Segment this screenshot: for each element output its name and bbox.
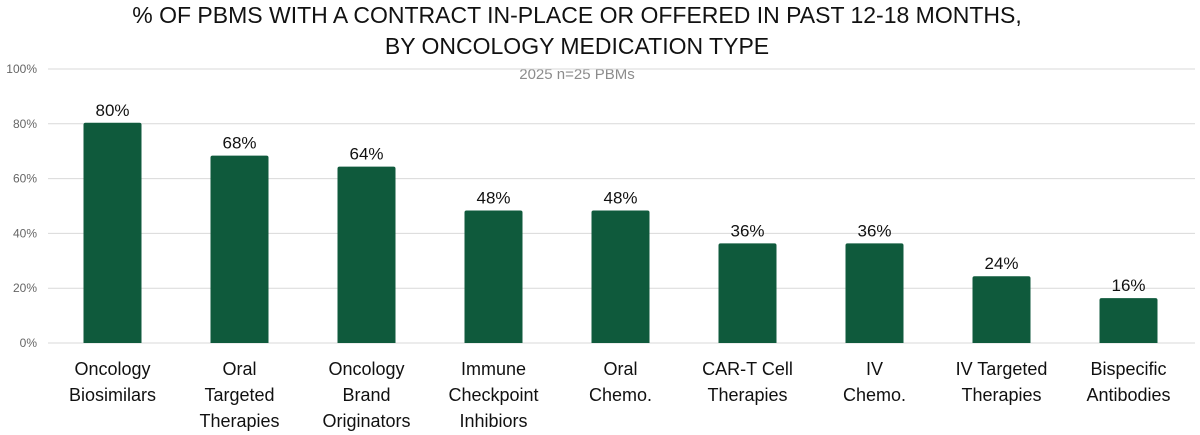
bar	[591, 210, 650, 343]
category-label: Targeted	[204, 385, 274, 405]
category-label: Chemo.	[589, 385, 652, 405]
category-label: Checkpoint	[448, 385, 538, 405]
bar-value-label: 36%	[730, 221, 764, 240]
bar	[83, 122, 142, 343]
category-label: Antibodies	[1086, 385, 1170, 405]
category-label: Therapies	[199, 411, 279, 431]
bar	[718, 243, 777, 343]
bar	[464, 210, 523, 343]
chart-title-line-1: % OF PBMS WITH A CONTRACT IN-PLACE OR OF…	[132, 2, 1021, 28]
y-tick-label: 80%	[13, 117, 37, 131]
bar-value-label: 36%	[857, 221, 891, 240]
bars	[83, 122, 1158, 343]
bar	[1099, 298, 1158, 343]
chart-title: % OF PBMS WITH A CONTRACT IN-PLACE OR OF…	[132, 2, 1021, 59]
y-tick-label: 20%	[13, 281, 37, 295]
bar-value-label: 24%	[984, 254, 1018, 273]
category-label: Oral	[603, 359, 637, 379]
category-label: Inhibiors	[459, 411, 527, 431]
category-label: Therapies	[707, 385, 787, 405]
chart-subtitle: 2025 n=25 PBMs	[519, 66, 635, 83]
bar-value-label: 48%	[603, 188, 637, 207]
y-axis-ticks: 0% 20% 40% 60% 80% 100%	[6, 62, 37, 350]
category-label: CAR-T Cell	[702, 359, 793, 379]
category-label: IV	[866, 359, 883, 379]
y-tick-label: 0%	[20, 336, 38, 350]
bar-value-label: 64%	[349, 145, 383, 164]
category-label: Oncology	[328, 359, 404, 379]
category-label: Originators	[322, 411, 410, 431]
y-tick-label: 100%	[6, 62, 37, 76]
x-axis-category-labels: Oncology Biosimilars Oral Targeted Therapies…	[69, 359, 1171, 431]
bar	[210, 155, 269, 343]
category-label: Oncology	[74, 359, 150, 379]
bar-value-label: 48%	[476, 188, 510, 207]
y-tick-label: 40%	[13, 226, 37, 240]
bar-value-label: 16%	[1111, 276, 1145, 295]
category-label: Oral	[222, 359, 256, 379]
bar	[337, 166, 396, 343]
category-label: Bispecific	[1090, 359, 1166, 379]
y-tick-label: 60%	[13, 172, 37, 186]
category-label: Therapies	[961, 385, 1041, 405]
category-label: Brand	[342, 385, 390, 405]
bar	[972, 276, 1031, 343]
category-label: IV Targeted	[956, 359, 1048, 379]
category-label: Biosimilars	[69, 385, 156, 405]
chart-title-line-2: BY ONCOLOGY MEDICATION TYPE	[385, 33, 769, 59]
data-labels: 80% 68% 64% 48% 48% 36% 36% 24% 16%	[95, 101, 1145, 295]
bar-value-label: 80%	[95, 101, 129, 120]
bar-value-label: 68%	[222, 134, 256, 153]
category-label: Chemo.	[843, 385, 906, 405]
category-label: Immune	[461, 359, 526, 379]
bar	[845, 243, 904, 343]
